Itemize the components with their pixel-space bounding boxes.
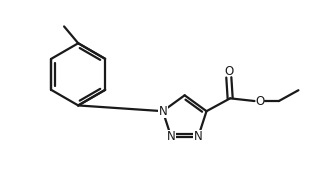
Text: O: O <box>224 65 233 78</box>
Text: O: O <box>256 94 265 108</box>
Text: N: N <box>158 105 167 118</box>
Text: N: N <box>194 130 203 143</box>
Text: N: N <box>167 130 175 143</box>
